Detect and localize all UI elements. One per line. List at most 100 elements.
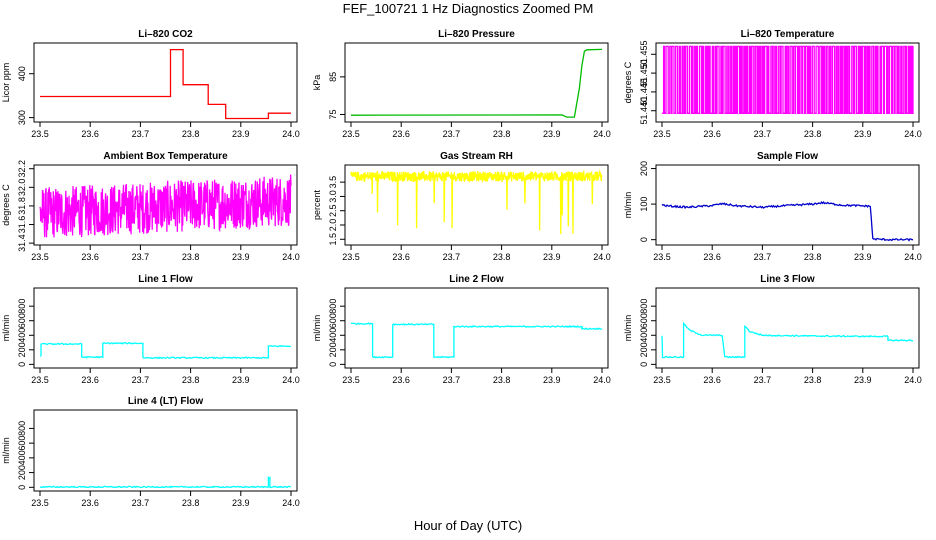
panel-5-title: Gas Stream RH — [440, 151, 513, 162]
panel-6-xtick-label: 23.6 — [703, 252, 721, 262]
panel-3-series-line — [662, 45, 914, 114]
panel-10-xtick-label: 23.8 — [182, 498, 200, 508]
panel-3-xtick-label: 23.9 — [854, 129, 872, 139]
panel-3-ylabel: degrees C — [623, 61, 633, 103]
panel-1-ylabel: Licor ppm — [1, 63, 11, 103]
panel-9-xtick-label: 23.9 — [854, 375, 872, 385]
panel-2-xtick-label: 23.8 — [493, 129, 511, 139]
panel-5-xtick-label: 24.0 — [593, 252, 611, 262]
shared-x-axis-label: Hour of Day (UTC) — [413, 518, 523, 533]
panel-5-ytick-label: 1.5 — [328, 233, 338, 246]
panel-4-ylabel: degrees C — [1, 184, 11, 226]
panel-3-xtick-label: 23.8 — [804, 129, 822, 139]
panel-3-xtick-label: 23.7 — [754, 129, 772, 139]
panel-9-frame — [655, 287, 920, 369]
panel-5-ytick-label: 2.0 — [328, 219, 338, 232]
panel-7-ytick-label: 800 — [17, 299, 27, 314]
panel-8-xtick-label: 23.5 — [342, 375, 360, 385]
panel-1-xtick-label: 23.6 — [81, 129, 99, 139]
panel-5-xtick-label: 23.7 — [443, 252, 461, 262]
panel-6-ytick-label: 100 — [639, 197, 649, 212]
panel-5-ytick-label: 3.0 — [328, 190, 338, 203]
panel-10-xtick-label: 23.7 — [132, 498, 150, 508]
panel-9-xtick-label: 23.7 — [754, 375, 772, 385]
panel-6-xtick-label: 24.0 — [904, 252, 922, 262]
panel-7-ytick-label: 400 — [17, 328, 27, 343]
panel-8-series-line — [350, 322, 603, 359]
panel-1-series-line — [40, 48, 291, 120]
panel-6-ylabel: ml/min — [623, 192, 633, 219]
panel-5-ytick-label: 3.5 — [328, 176, 338, 189]
panel-9-ytick-label: 400 — [639, 328, 649, 343]
panel-2-ytick-label: 85 — [328, 72, 338, 82]
panel-2-xtick-label: 24.0 — [593, 129, 611, 139]
panel-4-ytick-label: 31.8 — [17, 197, 27, 215]
panel-3-xtick-label: 23.6 — [703, 129, 721, 139]
panel-8-frame — [344, 287, 609, 369]
panel-7-ytick-label: 600 — [17, 313, 27, 328]
panel-7-ylabel: ml/min — [1, 315, 11, 342]
panel-7-xtick-label: 23.6 — [81, 375, 99, 385]
panel-8-ytick-label: 600 — [328, 313, 338, 328]
panel-3-frame — [655, 42, 920, 123]
panel-7-xtick-label: 24.0 — [282, 375, 300, 385]
panel-5-xtick-label: 23.8 — [493, 252, 511, 262]
panel-2-ylabel: kPa — [312, 75, 322, 91]
panel-9-ytick-label: 600 — [639, 313, 649, 328]
panel-9-xtick-label: 23.8 — [804, 375, 822, 385]
panel-10-xtick-label: 24.0 — [282, 498, 300, 508]
panel-8-ytick-label: 400 — [328, 328, 338, 343]
panel-4-ytick-label: 32.2 — [17, 160, 27, 178]
panel-4-title: Ambient Box Temperature — [103, 151, 228, 162]
panel-6-xtick-label: 23.8 — [804, 252, 822, 262]
panel-6-title: Sample Flow — [757, 151, 818, 162]
panel-2-xtick-label: 23.7 — [443, 129, 461, 139]
panel-8-xtick-label: 24.0 — [593, 375, 611, 385]
panel-4-xtick-label: 23.7 — [132, 252, 150, 262]
panel-8-xtick-label: 23.6 — [392, 375, 410, 385]
panel-6-xtick-label: 23.5 — [653, 252, 671, 262]
panel-6-xtick-label: 23.7 — [754, 252, 772, 262]
panel-3-ytick-label: 51.455 — [639, 41, 649, 69]
panel-9-xtick-label: 23.5 — [653, 375, 671, 385]
panel-1-xtick-label: 23.8 — [182, 129, 200, 139]
panel-7-ytick-label: 0 — [17, 362, 27, 367]
panel-9-ytick-label: 0 — [639, 362, 649, 367]
panel-3-xtick-label: 24.0 — [904, 129, 922, 139]
panel-7-xtick-label: 23.9 — [232, 375, 250, 385]
panel-8-ytick-label: 800 — [328, 299, 338, 314]
panel-10-xtick-label: 23.6 — [81, 498, 99, 508]
panel-7-xtick-label: 23.5 — [31, 375, 49, 385]
panel-6-frame — [655, 164, 920, 246]
panel-10-xtick-label: 23.9 — [232, 498, 250, 508]
panel-2-xtick-label: 23.6 — [392, 129, 410, 139]
panel-8-title: Line 2 Flow — [449, 274, 504, 285]
panel-8-ytick-label: 0 — [328, 362, 338, 367]
panel-9-ytick-label: 800 — [639, 299, 649, 314]
panel-1-frame — [33, 42, 298, 123]
panel-1-xtick-label: 23.7 — [132, 129, 150, 139]
panel-8-xtick-label: 23.7 — [443, 375, 461, 385]
panel-7-series-line — [39, 341, 292, 360]
panel-6-ytick-label: 200 — [639, 161, 649, 176]
panel-10-title: Line 4 (LT) Flow — [128, 396, 204, 407]
panel-1-xtick-label: 23.5 — [31, 129, 49, 139]
panel-7-xtick-label: 23.8 — [182, 375, 200, 385]
panel-6-ytick-label: 0 — [639, 237, 649, 242]
panel-1-xtick-label: 24.0 — [282, 129, 300, 139]
panel-3-ytick-label: 51.440 — [639, 97, 649, 125]
panel-4-series-line — [39, 174, 292, 238]
panel-9-ylabel: ml/min — [623, 315, 633, 342]
panel-3-title: Li–820 Temperature — [741, 29, 835, 40]
panel-8-ylabel: ml/min — [312, 315, 322, 342]
panel-9-ytick-label: 200 — [639, 342, 649, 357]
panel-10-series-line — [39, 475, 292, 489]
panel-3-ytick-label: 51.445 — [639, 78, 649, 106]
panel-5-xtick-label: 23.9 — [543, 252, 561, 262]
panel-4-xtick-label: 23.8 — [182, 252, 200, 262]
panel-9-title: Line 3 Flow — [760, 274, 815, 285]
panel-6-xtick-label: 23.9 — [854, 252, 872, 262]
panel-8-xtick-label: 23.9 — [543, 375, 561, 385]
panel-9-xtick-label: 24.0 — [904, 375, 922, 385]
panel-4-xtick-label: 23.5 — [31, 252, 49, 262]
